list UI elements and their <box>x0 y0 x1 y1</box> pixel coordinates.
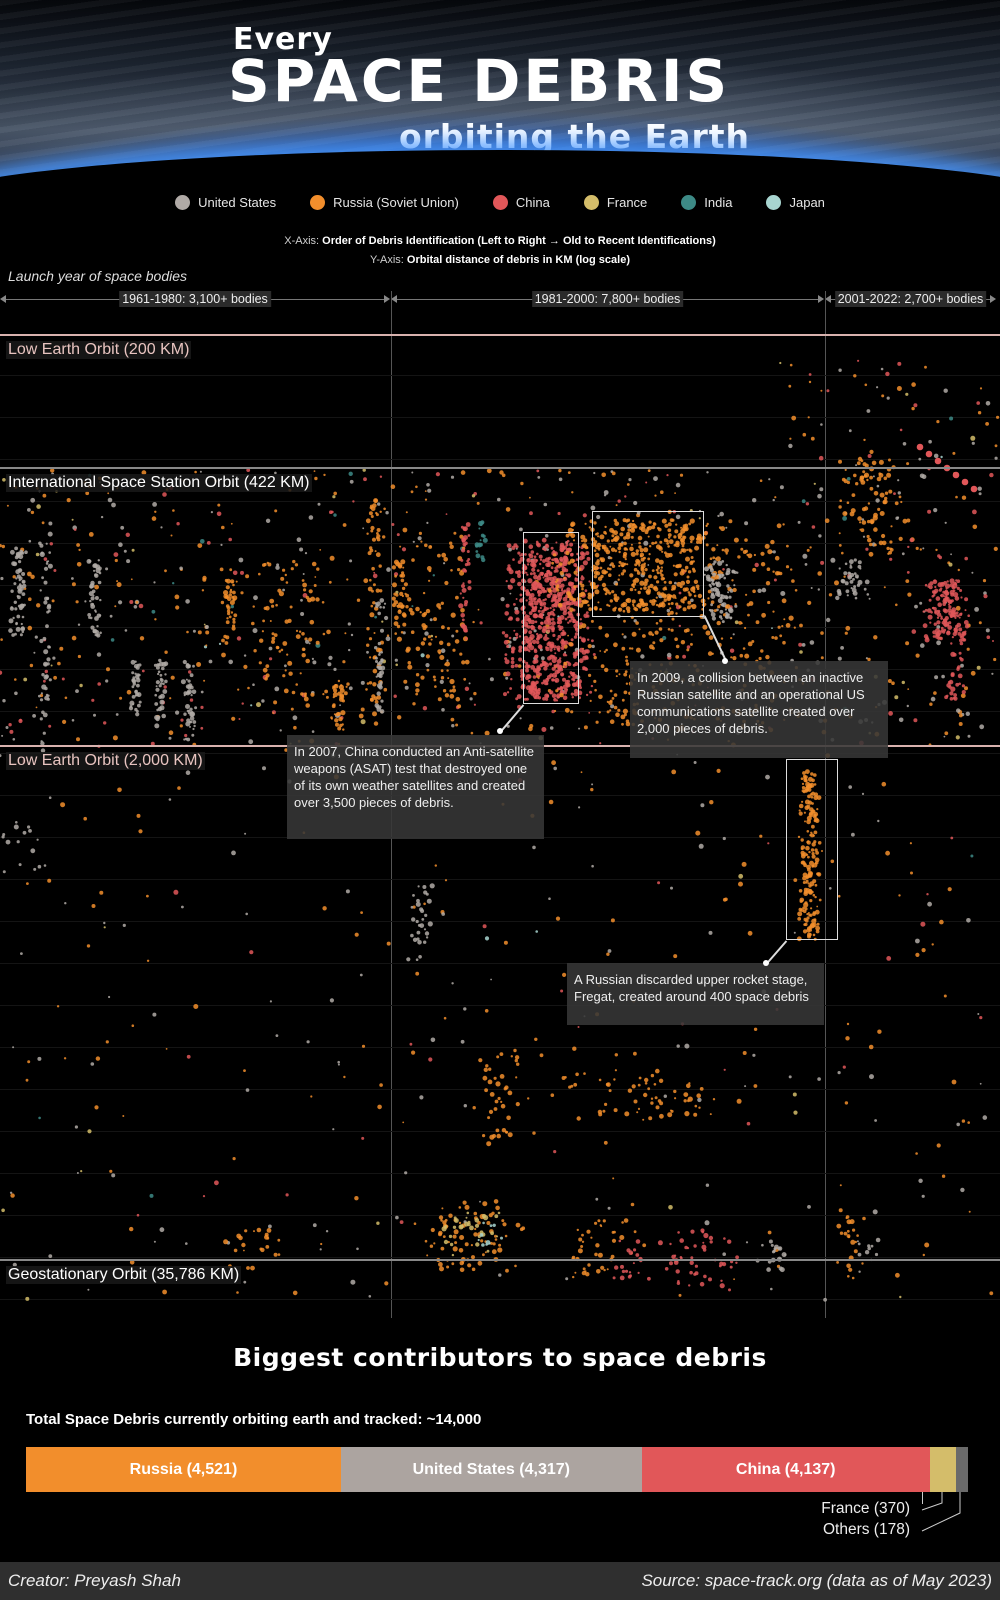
legend-item-us: United States <box>175 195 276 210</box>
gridline <box>0 459 1000 460</box>
orbit-label: Low Earth Orbit (2,000 KM) <box>6 752 205 770</box>
gridline <box>0 375 1000 376</box>
footer: Creator: Preyash Shah Source: space-trac… <box>0 1562 1000 1600</box>
legend-item-france: France <box>583 195 647 210</box>
legend-item-russia: Russia (Soviet Union) <box>310 195 459 210</box>
bar-segment <box>929 1447 956 1492</box>
orbit-label: Low Earth Orbit (200 KM) <box>6 341 192 359</box>
legend-dot-icon <box>766 195 782 210</box>
legend-item-japan: Japan <box>766 195 825 210</box>
bar-segment: China (4,137) <box>641 1447 930 1492</box>
gridline <box>0 669 1000 670</box>
bar-segment: Russia (4,521) <box>26 1447 341 1492</box>
era-range-2: 2001-2022: 2,700+ bodies <box>825 291 996 307</box>
callout-anchor-dot <box>722 658 728 664</box>
gridline <box>0 711 1000 712</box>
gridline <box>0 963 1000 964</box>
callout-text: In 2009, a collision between an inactive… <box>630 661 888 758</box>
callout-anchor-dot <box>763 960 769 966</box>
hero-banner: Every SPACE DEBRIS orbiting the Earth <box>0 0 1000 185</box>
callout-highlight-box <box>786 759 838 940</box>
gridline <box>0 417 1000 418</box>
gridline <box>0 1047 1000 1048</box>
callout-anchor-dot <box>497 728 503 734</box>
legend-dot-icon <box>310 195 326 210</box>
x-axis-note: X-Axis: Order of Debris Identification (… <box>284 235 716 247</box>
launch-year-label: Launch year of space bodies <box>8 268 188 284</box>
era-label: 2001-2022: 2,700+ bodies <box>834 291 987 307</box>
gridline <box>0 585 1000 586</box>
orbit-line <box>0 1259 1000 1261</box>
creator-credit: Creator: Preyash Shah <box>8 1571 181 1590</box>
gridline <box>0 1299 1000 1300</box>
total-debris-label: Total Space Debris currently orbiting ea… <box>26 1411 482 1428</box>
gridline <box>0 921 1000 922</box>
era-label: 1961-1980: 3,100+ bodies <box>119 291 271 307</box>
orbit-label: Geostationary Orbit (35,786 KM) <box>6 1266 242 1284</box>
bar-segment <box>955 1447 968 1492</box>
gridline <box>0 501 1000 502</box>
gridline <box>0 1173 1000 1174</box>
title-space-debris: SPACE DEBRIS <box>228 47 731 115</box>
legend-dot-icon <box>175 195 191 210</box>
others-label: Others (178) <box>822 1521 910 1538</box>
orbit-label: International Space Station Orbit (422 K… <box>6 474 312 492</box>
legend-dot-icon <box>583 195 599 210</box>
gridline <box>0 879 1000 880</box>
y-axis-note: Y-Axis: Orbital distance of debris in KM… <box>370 254 630 266</box>
gridline <box>0 1005 1000 1006</box>
callout-highlight-box <box>592 511 704 617</box>
legend-item-china: China <box>492 195 550 210</box>
legend-dot-icon <box>492 195 508 210</box>
france-label: France (370) <box>821 1500 910 1517</box>
callout-text: A Russian discarded upper rocket stage, … <box>567 963 824 1025</box>
legend-dot-icon <box>681 195 697 210</box>
gridline <box>0 1215 1000 1216</box>
gridline <box>0 1257 1000 1258</box>
gridline <box>0 627 1000 628</box>
gridline <box>0 1131 1000 1132</box>
bar-segment: United States (4,317) <box>340 1447 642 1492</box>
gridline <box>0 543 1000 544</box>
era-divider <box>825 291 826 1318</box>
gridline <box>0 1089 1000 1090</box>
callout-highlight-box <box>523 532 579 704</box>
callout-text: In 2007, China conducted an Anti-satelli… <box>287 735 544 839</box>
era-range-1: 1981-2000: 7,800+ bodies <box>391 291 824 307</box>
source-credit: Source: space-track.org (data as of May … <box>641 1571 992 1590</box>
contributors-stacked-bar: Russia (4,521) United States (4,317) China… <box>26 1447 968 1492</box>
title-every: Every <box>233 22 333 57</box>
orbit-line <box>0 467 1000 469</box>
orbit-line <box>0 334 1000 336</box>
legend-item-india: India <box>681 195 732 210</box>
france-leader-line <box>922 1492 923 1504</box>
legend: United States Russia (Soviet Union) Chin… <box>0 195 1000 210</box>
era-range-0: 1961-1980: 3,100+ bodies <box>0 291 390 307</box>
era-label: 1981-2000: 7,800+ bodies <box>531 291 684 307</box>
contributors-title: Biggest contributors to space debris <box>233 1343 767 1372</box>
